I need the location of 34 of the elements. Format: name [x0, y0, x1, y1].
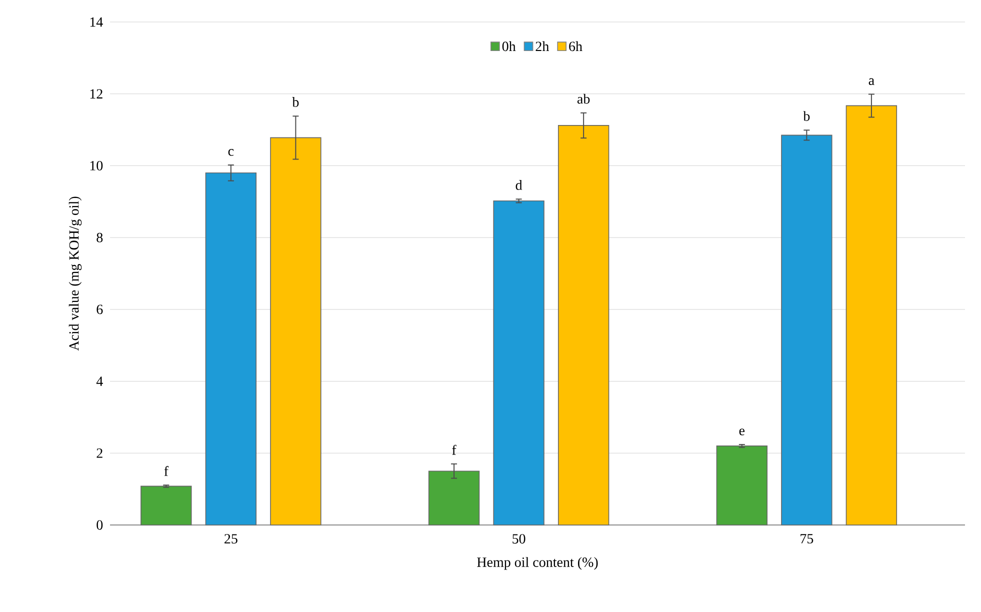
legend-label: 0h: [502, 41, 516, 52]
bar: [716, 446, 768, 526]
bar: [270, 137, 322, 526]
y-tick-label: 12: [90, 89, 102, 98]
x-tick-label: 75: [800, 534, 814, 544]
x-tick-label: 50: [512, 534, 526, 544]
bar: [428, 470, 480, 526]
data-label: b: [292, 97, 299, 107]
data-label: a: [868, 78, 874, 86]
bar: [558, 125, 610, 526]
y-tick-label: 14: [90, 17, 103, 27]
y-tick-label: 2: [96, 448, 102, 458]
data-label: ab: [577, 94, 590, 104]
y-tick-label: 6: [96, 304, 103, 314]
y-tick-label: 0: [96, 520, 103, 530]
y-tick-label: 10: [90, 160, 103, 170]
data-label: b: [803, 111, 810, 121]
y-tick-label: 4: [96, 376, 103, 386]
x-tick-label: 25: [224, 534, 238, 544]
data-label: e: [739, 428, 745, 436]
y-tick-label: 8: [96, 232, 103, 242]
bar: [493, 200, 544, 526]
legend-label: 6h: [569, 41, 582, 52]
bar: [205, 172, 257, 526]
bar: [781, 134, 832, 526]
data-label: d: [516, 180, 522, 190]
bar: [140, 486, 192, 526]
x-axis-title: Hemp oil content (%): [477, 557, 598, 570]
bar: [846, 105, 898, 526]
legend-label: 2h: [536, 41, 549, 51]
y-axis-title: Acid value (mg KOH/g oil): [68, 196, 82, 351]
data-label: f: [452, 444, 456, 455]
data-label: c: [228, 149, 234, 156]
data-label: f: [164, 466, 168, 476]
